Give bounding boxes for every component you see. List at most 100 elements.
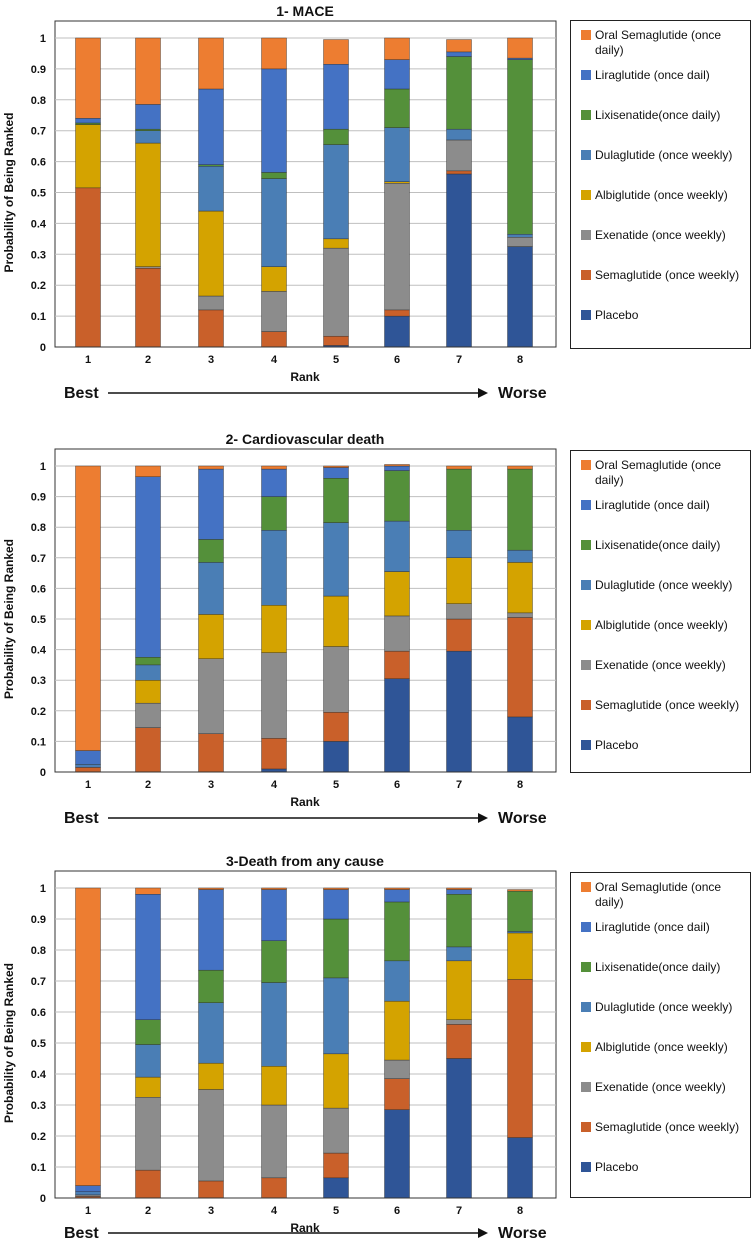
bar-segment-3-rank5-s6 — [323, 889, 349, 920]
legend-label: Dulaglutide (once weekly) — [595, 1000, 733, 1014]
worse-label-3: Worse — [498, 1225, 547, 1240]
bar-segment-1-rank4-s3 — [261, 266, 287, 292]
bar-segment-2-rank6-s3 — [384, 571, 410, 617]
bar-segment-2-rank5-s3 — [323, 595, 349, 647]
bar-segment-3-rank1-s7 — [75, 887, 101, 1186]
bar-segment-2-rank3-s6 — [198, 468, 224, 540]
bar-segment-3-rank8-s1 — [507, 979, 533, 1138]
y-tick-label-2-0: 0 — [40, 767, 46, 779]
bar-segment-2-rank2-s3 — [135, 680, 161, 704]
x-tick-label-1-4: 4 — [271, 354, 278, 366]
y-tick-label-1-0.4: 0.4 — [31, 218, 47, 230]
bar-segment-3-rank6-s5 — [384, 901, 410, 962]
y-tick-label-2-0.6: 0.6 — [31, 583, 46, 595]
y-tick-label-3-0.5: 0.5 — [31, 1038, 46, 1050]
bar-segment-3-rank2-s2 — [135, 1097, 161, 1171]
x-tick-label-1-3: 3 — [208, 354, 214, 366]
bar-segment-1-rank6-s5 — [384, 88, 410, 128]
legend-label: Lixisenatide(once daily) — [595, 108, 721, 122]
bar-segment-3-rank4-s7 — [261, 887, 287, 890]
bar-segment-1-rank6-s3 — [384, 181, 410, 184]
bar-segment-3-rank3-s2 — [198, 1089, 224, 1182]
bar-segment-2-rank2-s5 — [135, 657, 161, 666]
legend-panel-3: Oral Semaglutide (once daily) Liraglutide… — [570, 872, 751, 1198]
legend-panel-2: Oral Semaglutide (once daily) Liraglutide… — [570, 450, 751, 773]
bar-segment-3-rank3-s7 — [198, 887, 224, 890]
x-tick-label-2-7: 7 — [456, 779, 462, 791]
bar-segment-3-rank7-s5 — [446, 894, 472, 948]
bar-segment-1-rank1-s7 — [75, 37, 101, 119]
y-tick-label-3-0.4: 0.4 — [31, 1069, 47, 1081]
bar-segment-3-rank3-s1 — [198, 1180, 224, 1199]
bar-segment-1-rank8-s7 — [507, 37, 533, 59]
bar-segment-2-rank5-s4 — [323, 522, 349, 597]
worse-label-2: Worse — [498, 810, 547, 827]
legend-swatch — [581, 540, 591, 550]
bar-segment-2-rank4-s1 — [261, 738, 287, 770]
bar-segment-2-rank4-s5 — [261, 496, 287, 531]
x-tick-label-3-1: 1 — [85, 1205, 91, 1217]
legend-swatch — [581, 1082, 591, 1092]
bar-segment-3-rank5-s3 — [323, 1053, 349, 1109]
legend-swatch — [581, 30, 591, 40]
legend-swatch — [581, 660, 591, 670]
bar-segment-3-rank4-s2 — [261, 1104, 287, 1179]
plot-frame-2 — [54, 448, 557, 773]
chart-title-2: 2- Cardiovascular death — [226, 431, 385, 447]
bar-segment-1-rank2-s6 — [135, 104, 161, 130]
y-tick-label-2-0.9: 0.9 — [31, 492, 46, 504]
bar-segment-1-rank8-s0 — [507, 246, 533, 348]
y-tick-label-1-0.9: 0.9 — [31, 64, 46, 76]
bar-segment-3-rank4-s3 — [261, 1066, 287, 1106]
bar-segment-3-rank7-s3 — [446, 960, 472, 1020]
worse-label-1: Worse — [498, 385, 547, 402]
bar-segment-1-rank5-s7 — [323, 39, 349, 65]
bar-segment-1-rank6-s0 — [384, 315, 410, 348]
bar-segment-3-rank3-s3 — [198, 1062, 224, 1090]
x-axis-label-2: Rank — [290, 795, 320, 809]
legend-label: Exenatide (once weekly) — [595, 228, 726, 242]
x-tick-label-2-3: 3 — [208, 779, 214, 791]
bar-segment-1-rank8-s6 — [507, 57, 533, 60]
rank-arrow-head-3 — [478, 1228, 488, 1238]
bar-segment-3-rank7-s1 — [446, 1024, 472, 1059]
legend-swatch — [581, 460, 591, 470]
legend-swatch — [581, 620, 591, 630]
bar-segment-1-rank5-s5 — [323, 128, 349, 145]
bar-segment-3-rank2-s7 — [135, 887, 161, 895]
legend-label: Lixisenatide(once daily) — [595, 538, 721, 552]
legend-swatch — [581, 580, 591, 590]
bar-segment-1-rank4-s6 — [261, 68, 287, 173]
y-tick-label-3-1: 1 — [40, 883, 46, 895]
bar-segment-2-rank6-s0 — [384, 678, 410, 773]
bar-segment-1-rank5-s6 — [323, 64, 349, 130]
bar-segment-1-rank4-s4 — [261, 178, 287, 267]
x-tick-label-1-6: 6 — [394, 354, 400, 366]
bar-segment-3-rank6-s4 — [384, 960, 410, 1002]
bar-segment-1-rank1-s3 — [75, 124, 101, 189]
bar-segment-1-rank3-s5 — [198, 164, 224, 167]
bar-segment-2-rank5-s0 — [323, 741, 349, 773]
bar-segment-2-rank1-s4 — [75, 764, 101, 768]
y-tick-label-2-0.1: 0.1 — [31, 736, 46, 748]
legend-label: Lixisenatide(once daily) — [595, 960, 721, 974]
y-tick-label-1-0.1: 0.1 — [31, 311, 46, 323]
bar-segment-3-rank1-s4 — [75, 1191, 101, 1196]
bar-segment-1-rank6-s1 — [384, 309, 410, 317]
x-tick-label-3-4: 4 — [271, 1205, 278, 1217]
y-tick-label-3-0.9: 0.9 — [31, 914, 46, 926]
bar-segment-2-rank3-s2 — [198, 658, 224, 734]
legend-swatch — [581, 270, 591, 280]
x-tick-label-1-2: 2 — [145, 354, 151, 366]
bar-segment-1-rank7-s1 — [446, 170, 472, 175]
y-axis-label-2: Probability of Being Ranked — [2, 539, 16, 699]
y-tick-label-2-1: 1 — [40, 461, 46, 473]
bar-segment-1-rank7-s0 — [446, 173, 472, 348]
bar-segment-1-rank3-s2 — [198, 295, 224, 311]
bar-segment-1-rank2-s7 — [135, 37, 161, 105]
bar-segment-1-rank1-s5 — [75, 122, 101, 125]
bar-segment-2-rank2-s7 — [135, 465, 161, 477]
bar-segment-1-rank5-s1 — [323, 335, 349, 346]
legend-swatch — [581, 110, 591, 120]
bar-segment-1-rank7-s6 — [446, 51, 472, 57]
